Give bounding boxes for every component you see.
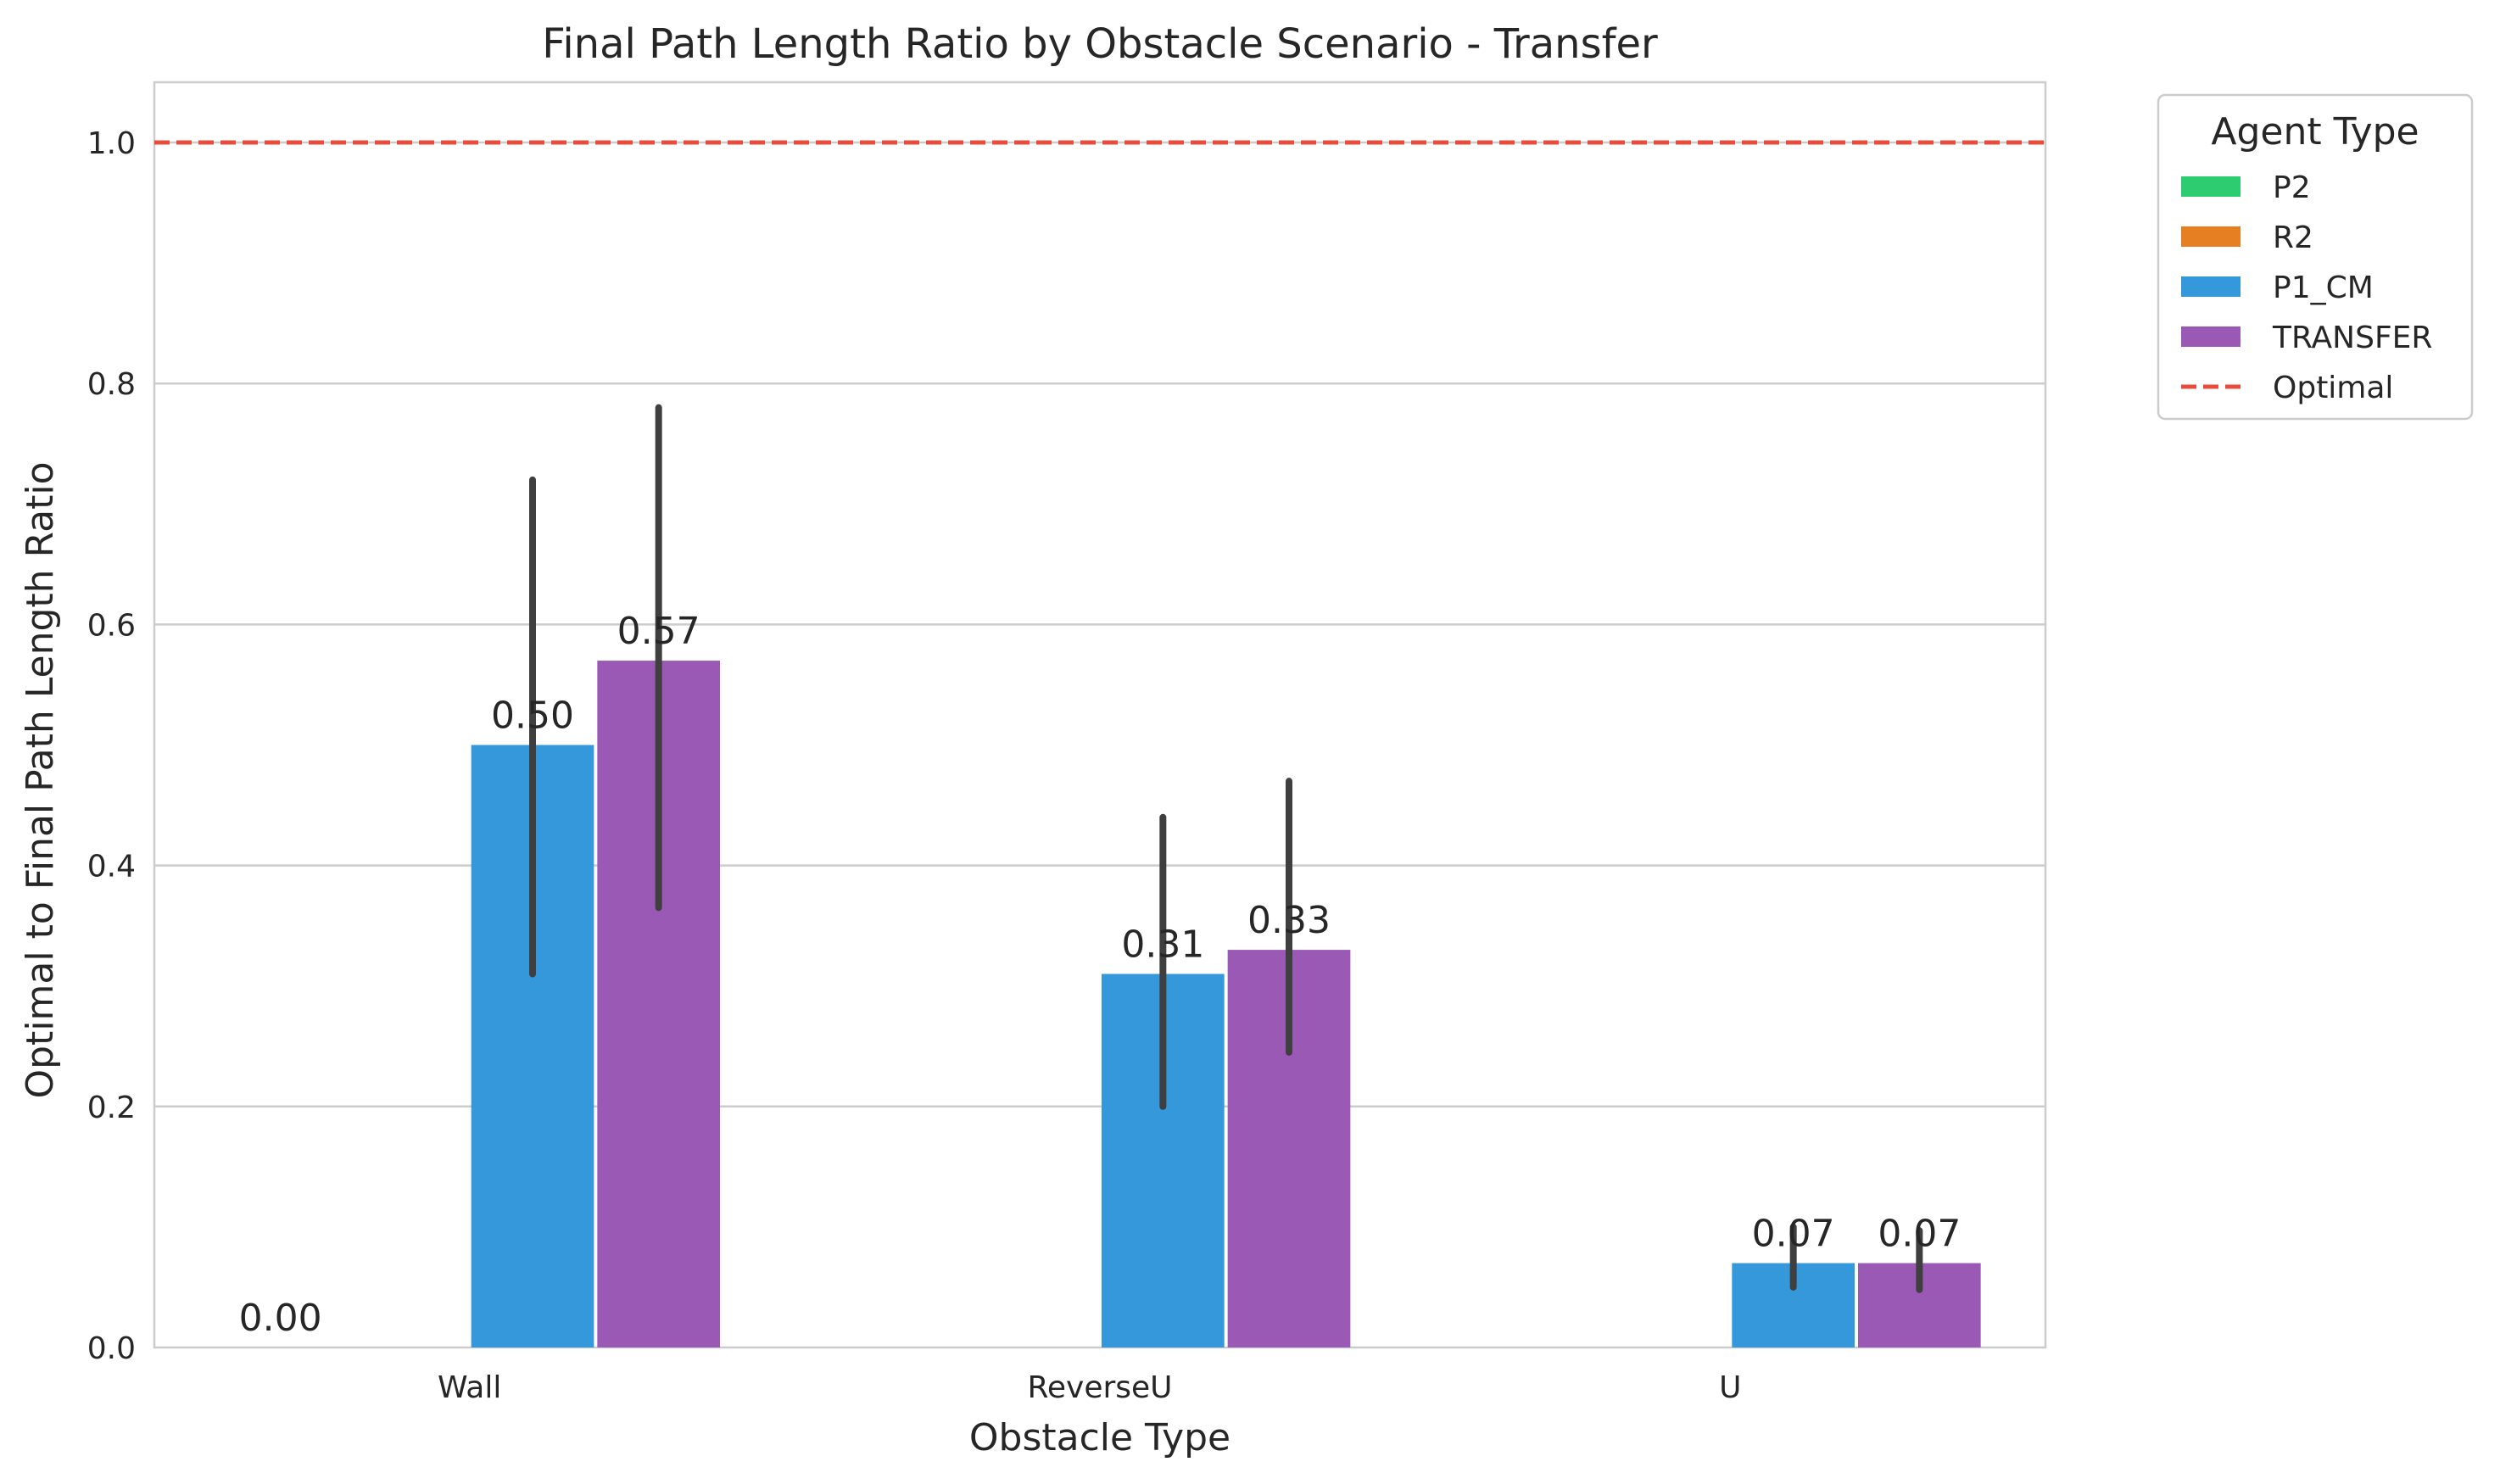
y-tick-label: 1.0 bbox=[87, 126, 136, 161]
value-label: 0.07 bbox=[1752, 1213, 1835, 1256]
legend-label: TRANSFER bbox=[2272, 321, 2432, 355]
legend-swatch-r2 bbox=[2181, 226, 2241, 247]
legend-swatch-p1-cm bbox=[2181, 276, 2241, 297]
axes: 0.0 0.2 0.4 0.6 0.8 1.0 Wall ReverseU U bbox=[87, 126, 1742, 1405]
legend-label: P1_CM bbox=[2273, 271, 2374, 305]
chart-title: Final Path Length Ratio by Obstacle Scen… bbox=[542, 20, 1658, 68]
y-tick-label: 0.6 bbox=[87, 608, 136, 643]
value-label: 0.31 bbox=[1121, 923, 1204, 967]
value-label: 0.33 bbox=[1247, 899, 1331, 942]
value-labels: 0.50 0.31 0.07 0.57 0.33 0.07 0.00 bbox=[239, 610, 1961, 1340]
y-axis-title: Optimal to Final Path Length Ratio bbox=[19, 462, 62, 1099]
bars bbox=[471, 661, 1981, 1347]
legend-label: Optimal bbox=[2273, 371, 2393, 405]
y-tick-label: 0.4 bbox=[87, 850, 136, 884]
y-tick-label: 0.0 bbox=[87, 1331, 136, 1366]
legend-title: Agent Type bbox=[2211, 110, 2419, 153]
value-label: 0.57 bbox=[617, 610, 700, 653]
y-tick-label: 0.2 bbox=[87, 1091, 136, 1125]
x-tick-label: Wall bbox=[438, 1370, 501, 1405]
value-label: 0.07 bbox=[1878, 1213, 1961, 1256]
x-axis-title: Obstacle Type bbox=[969, 1416, 1230, 1459]
x-tick-label: U bbox=[1719, 1370, 1741, 1405]
value-label: 0.50 bbox=[491, 695, 574, 738]
legend-label: R2 bbox=[2273, 220, 2313, 255]
value-label: 0.00 bbox=[239, 1297, 322, 1340]
legend-entries: P2 R2 P1_CM TRANSFER Optimal bbox=[2181, 170, 2432, 405]
legend-swatch-p2 bbox=[2181, 176, 2241, 197]
plot-area bbox=[153, 81, 2047, 1349]
legend-swatch-transfer bbox=[2181, 326, 2241, 347]
y-tick-label: 0.8 bbox=[87, 367, 136, 402]
error-bars bbox=[529, 404, 1923, 1293]
legend: Agent Type P2 R2 P1_CM TRANSFER Optimal bbox=[2157, 93, 2474, 421]
x-tick-label: ReverseU bbox=[1027, 1370, 1172, 1405]
legend-label: P2 bbox=[2273, 170, 2311, 205]
